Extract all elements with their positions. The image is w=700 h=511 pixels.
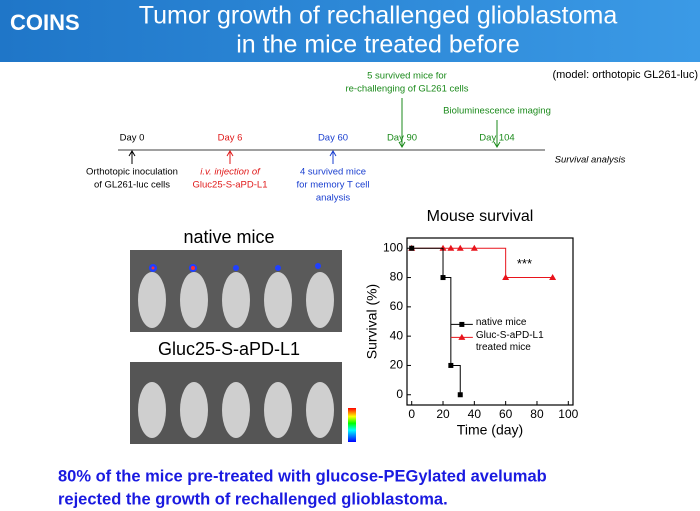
marker [440, 275, 446, 281]
plot-frame [406, 237, 574, 406]
legend-entry: Gluc-S-aPD-L1 treated mice [475, 330, 544, 354]
color-bar [348, 408, 356, 442]
event-text: Gluc25-S-aPD-L1 [193, 180, 268, 191]
step-line [443, 277, 452, 366]
day-label: Day 60 [318, 133, 348, 144]
arrows [128, 98, 501, 164]
step-line [450, 364, 461, 395]
chart: 0 20 40 60 80 100 0 20 40 60 80 100 Time (day) Surviv… [364, 237, 579, 438]
event-text: i.v. injection of [200, 167, 261, 178]
day-label: Day 0 [120, 133, 145, 144]
timeline-end: Survival analysis [555, 155, 626, 166]
marker [409, 245, 415, 251]
image-label: native mice [183, 227, 274, 247]
event-text: Bioluminescence imaging [443, 106, 551, 117]
event-text: re-challenging of GL261 cells [345, 84, 468, 95]
logo: COINS [10, 10, 80, 35]
step-line [411, 247, 444, 278]
marker [470, 244, 478, 251]
event-text: analysis [316, 193, 351, 204]
x-tick-label: 20 [436, 407, 450, 421]
day-label: Day 6 [218, 133, 243, 144]
model-note: (model: orthotopic GL261-luc) [552, 69, 698, 81]
y-tick-label: 100 [383, 240, 403, 254]
marker [457, 392, 463, 398]
event-text: of GL261-luc cells [94, 180, 170, 191]
y-tick-label: 40 [390, 328, 404, 342]
marker [456, 244, 464, 251]
step-line [474, 247, 507, 278]
mice-photo [130, 250, 342, 444]
marker [447, 244, 455, 251]
y-tick-label: 0 [396, 387, 403, 401]
event-text: 4 survived mice [300, 167, 366, 178]
marker [448, 362, 454, 368]
x-axis-label: Time (day) [457, 422, 523, 438]
marker [502, 274, 510, 281]
x-tick-label: 80 [530, 407, 544, 421]
event-text: 5 survived mice for [367, 71, 447, 82]
header-band [0, 0, 700, 62]
y-axis-label: Survival (%) [364, 284, 380, 359]
marker [549, 274, 557, 281]
y-tick-label: 80 [390, 270, 404, 284]
x-tick-label: 100 [558, 407, 578, 421]
legend-entry: native mice [475, 317, 527, 329]
y-tick-label: 20 [390, 358, 404, 372]
chart-title: Mouse survival [427, 208, 534, 225]
legend-marker [459, 321, 465, 327]
x-tick-label: 60 [499, 407, 513, 421]
x-tick-label: 40 [468, 407, 482, 421]
x-tick-label: 0 [408, 407, 415, 421]
event-text: for memory T cell [296, 180, 369, 191]
title: in the mice treated before [236, 31, 520, 59]
annotation: *** [517, 256, 532, 271]
y-tick-label: 60 [390, 299, 404, 313]
image-label: Gluc25-S-aPD-L1 [158, 339, 300, 359]
event-text: Orthotopic inoculation [86, 167, 178, 178]
legend-text: Gluc-S-aPD-L1 treated mice [475, 330, 544, 354]
legend-text: native mice [475, 317, 527, 329]
conclusion: rejected the growth of rechallenged glio… [58, 490, 448, 508]
conclusion: 80% of the mice pre-treated with glucose… [58, 467, 547, 485]
legend-marker [458, 333, 466, 340]
title: Tumor growth of rechallenged glioblastom… [139, 2, 618, 30]
